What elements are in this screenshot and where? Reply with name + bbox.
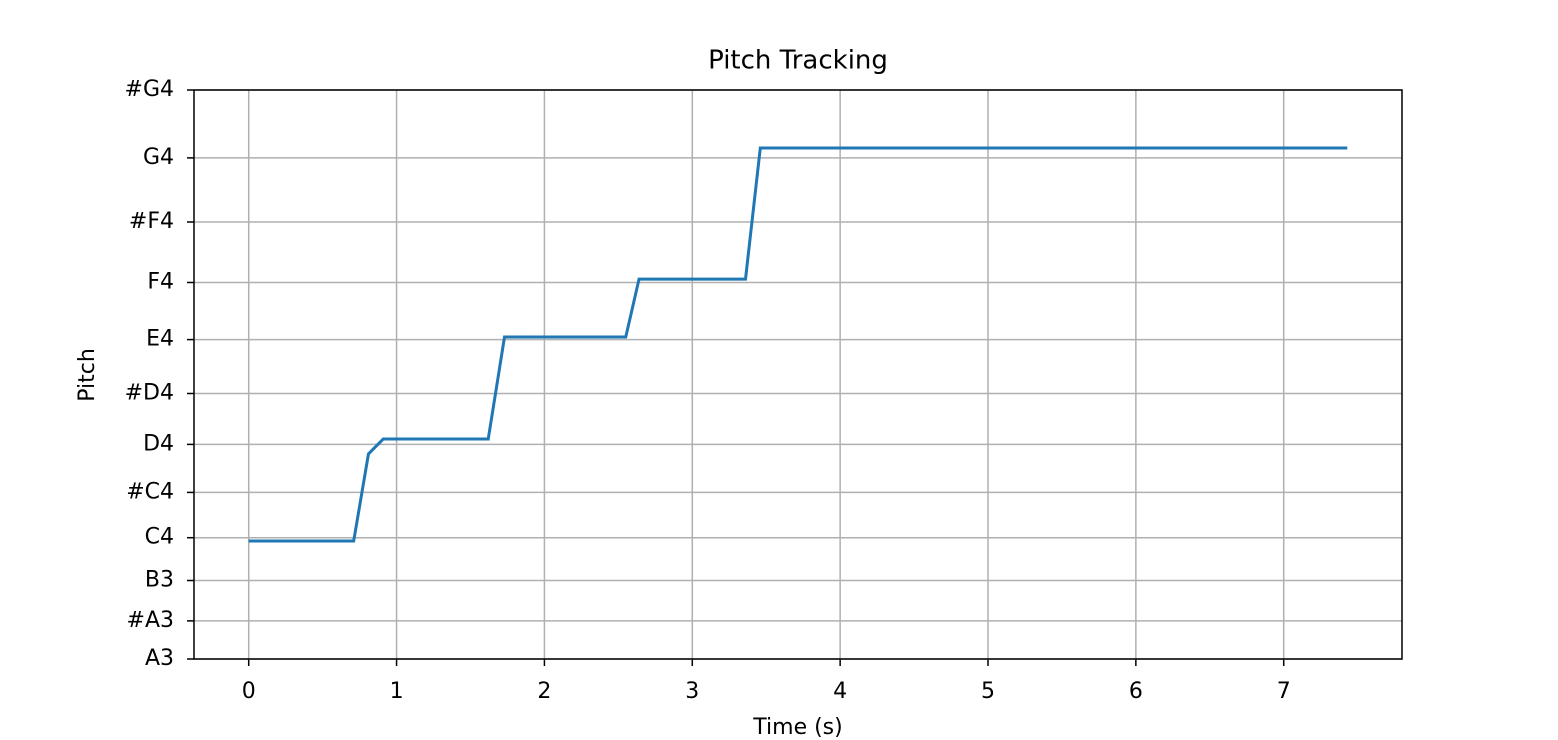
y-tick-label: #G4: [125, 77, 174, 102]
y-tick-label: E4: [146, 327, 174, 352]
y-tick-label: C4: [145, 525, 174, 550]
chart-title: Pitch Tracking: [708, 46, 888, 76]
y-tick-label: #D4: [125, 380, 174, 405]
x-tick-label: 4: [833, 679, 847, 704]
y-tick-label: #A3: [127, 608, 174, 633]
x-tick-label: 5: [981, 679, 995, 704]
y-tick-label: A3: [145, 646, 174, 671]
y-tick-label: F4: [147, 269, 174, 294]
y-tick-label: D4: [143, 431, 174, 456]
y-axis-label: Pitch: [75, 348, 100, 402]
x-tick-label: 6: [1129, 679, 1143, 704]
y-tick-label: G4: [143, 145, 174, 170]
x-tick-label: 3: [685, 679, 699, 704]
x-tick-label: 7: [1277, 679, 1291, 704]
y-tick-label: B3: [145, 568, 174, 593]
y-tick-label: #C4: [126, 479, 174, 504]
x-tick-label: 2: [537, 679, 551, 704]
x-tick-label: 0: [242, 679, 256, 704]
y-tick-label: #F4: [129, 209, 174, 234]
x-tick-label: 1: [390, 679, 404, 704]
x-axis-label: Time (s): [752, 715, 842, 740]
plot-frame: [193, 89, 1403, 660]
pitch-line: [248, 146, 1348, 543]
